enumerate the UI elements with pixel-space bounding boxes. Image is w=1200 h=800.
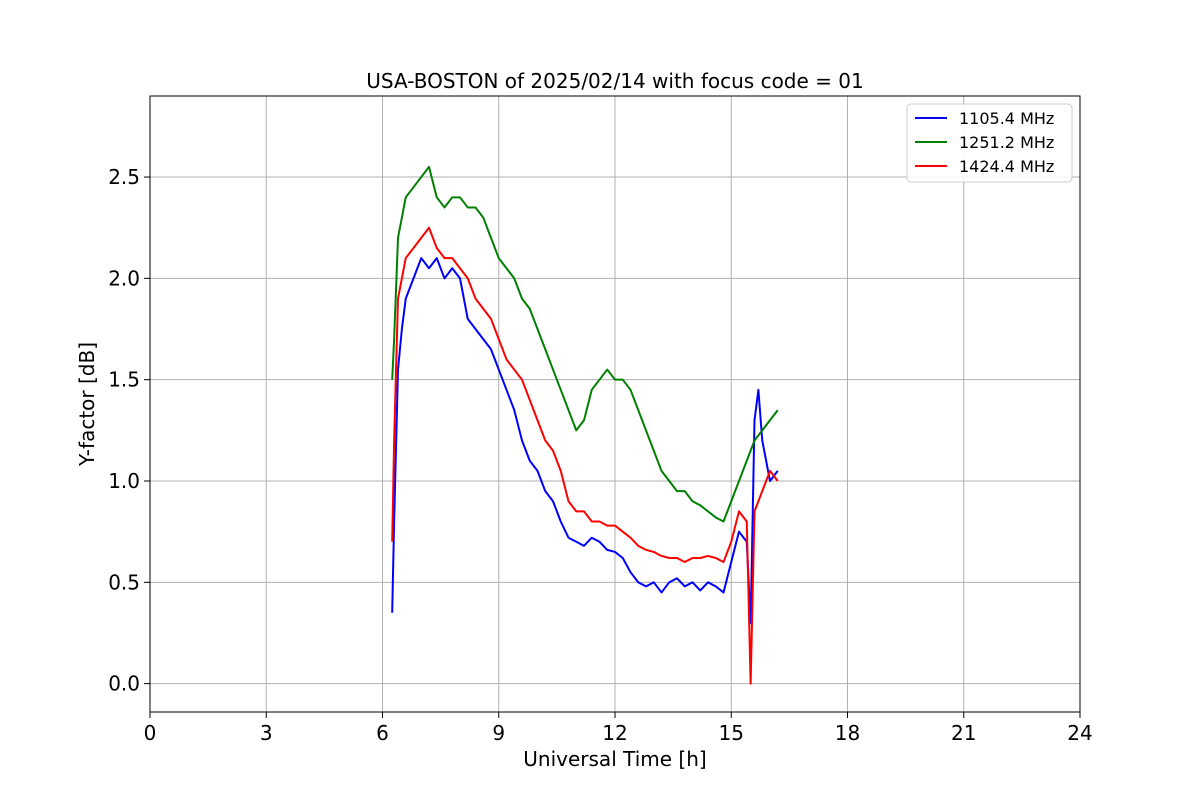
chart-title: USA-BOSTON of 2025/02/14 with focus code…: [366, 69, 863, 93]
series-line-1: [391, 257, 779, 624]
series-line-2: [391, 165, 779, 523]
y-tick-label: 2.5: [108, 165, 140, 189]
series-layer: [391, 165, 779, 685]
y-tick-label: 2.0: [108, 266, 140, 290]
x-tick-label: 6: [376, 721, 389, 745]
x-tick-label: 15: [719, 721, 744, 745]
x-tick-label: 3: [260, 721, 273, 745]
y-axis-label: Y-factor [dB]: [75, 342, 99, 467]
legend-box: [906, 103, 1073, 183]
x-tick-label: 12: [602, 721, 627, 745]
legend-label: 1105.4 MHz: [959, 109, 1054, 128]
x-axis-label: Universal Time [h]: [523, 747, 706, 771]
x-tick-label: 9: [492, 721, 505, 745]
legend-label: 1251.2 MHz: [959, 133, 1054, 152]
y-tick-label: 1.0: [108, 469, 140, 493]
y-tick-label: 0.0: [108, 672, 140, 696]
y-tick-label: 1.5: [108, 368, 140, 392]
legend: 1105.4 MHz 1251.2 MHz 1424.4 MHz: [906, 103, 1073, 183]
x-tick-label: 0: [144, 721, 157, 745]
x-tick-label: 21: [951, 721, 976, 745]
ticks: 0 3 6 9 12 15 18 21 24 0.0 0.5 1.0 1.5 2.0 2.5: [108, 165, 1093, 745]
series-line-3: [391, 226, 779, 685]
x-tick-label: 18: [835, 721, 860, 745]
y-tick-label: 0.5: [108, 570, 140, 594]
x-tick-label: 24: [1067, 721, 1092, 745]
legend-label: 1424.4 MHz: [959, 157, 1054, 176]
